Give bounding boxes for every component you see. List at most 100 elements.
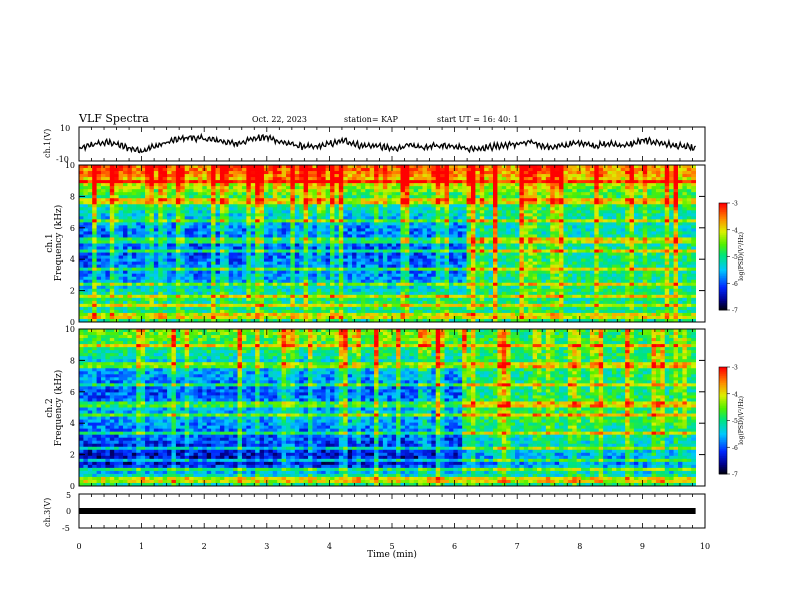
spectrogram-cell bbox=[255, 231, 260, 235]
spectrogram-cell bbox=[202, 243, 208, 247]
spectrogram-cell bbox=[321, 219, 327, 223]
spectrogram-cell bbox=[105, 198, 111, 202]
spectrogram-cell bbox=[153, 186, 159, 190]
spectrogram-cell bbox=[96, 177, 102, 181]
spectrogram-cell bbox=[228, 279, 234, 284]
spectrogram-cell bbox=[277, 255, 282, 259]
spectrogram-cell bbox=[180, 216, 186, 220]
spectrogram-cell bbox=[255, 264, 260, 269]
spectrogram-cell bbox=[114, 288, 120, 293]
spectrogram-cell bbox=[431, 252, 437, 256]
spectrogram-cell bbox=[352, 198, 357, 202]
spectrogram-cell bbox=[140, 303, 146, 308]
spectrogram-cell bbox=[219, 309, 225, 314]
spectrogram-cell bbox=[360, 186, 366, 190]
spectrogram-cell bbox=[184, 204, 190, 208]
spectrogram-cell bbox=[263, 219, 269, 223]
spectrogram-cell bbox=[237, 243, 243, 247]
spectrogram-cell bbox=[255, 180, 260, 184]
spectrogram-cell bbox=[382, 318, 388, 323]
spectrogram-cell bbox=[215, 228, 221, 232]
spectrogram-cell bbox=[330, 207, 335, 211]
spectrogram-cell bbox=[246, 279, 252, 284]
spectrogram-cell bbox=[149, 171, 155, 175]
spectrogram-cell bbox=[391, 291, 397, 296]
spectrogram-cell bbox=[127, 270, 133, 275]
spectrogram-cell bbox=[233, 219, 238, 223]
spectrogram-cell bbox=[197, 228, 203, 232]
spectrogram-cell bbox=[202, 285, 208, 290]
spectrogram-cell bbox=[131, 315, 137, 320]
spectrogram-cell bbox=[409, 213, 415, 217]
spectrogram-cell bbox=[145, 264, 150, 269]
spectrogram-cell bbox=[330, 189, 335, 193]
spectrogram-cell bbox=[175, 279, 181, 284]
spectrogram-cell bbox=[409, 204, 415, 208]
spectrogram-cell bbox=[189, 291, 194, 296]
spectrogram-cell bbox=[453, 210, 459, 214]
spectrogram-cell bbox=[211, 240, 216, 244]
spectrogram-cell bbox=[105, 303, 111, 308]
spectrogram-cell bbox=[96, 318, 102, 323]
spectrogram-cell bbox=[360, 207, 366, 211]
spectrogram-cell bbox=[162, 165, 168, 169]
spectrogram-cell bbox=[281, 192, 287, 196]
spectrogram-cell bbox=[101, 174, 106, 178]
spectrogram-cell bbox=[334, 231, 340, 235]
spectrogram-cell bbox=[197, 168, 203, 172]
spectrogram-cell bbox=[457, 219, 463, 223]
spectrogram-cell bbox=[290, 240, 296, 244]
spectrogram-cell bbox=[131, 180, 137, 184]
spectrogram-cell bbox=[286, 267, 291, 272]
spectrogram-cell bbox=[211, 210, 216, 214]
spectrogram-cell bbox=[448, 309, 454, 314]
spectrogram-cell bbox=[219, 237, 225, 241]
spectrogram-cell bbox=[374, 288, 379, 293]
spectrogram-cell bbox=[281, 219, 287, 223]
spectrogram-cell bbox=[237, 279, 243, 284]
spectrogram-cell bbox=[475, 264, 481, 269]
spectrogram-cell bbox=[409, 183, 415, 187]
spectrogram-cell bbox=[219, 279, 225, 284]
spectrogram-cell bbox=[237, 264, 243, 269]
spectrogram-cell bbox=[440, 198, 445, 202]
spectrogram-cell bbox=[180, 249, 186, 253]
spectrogram-cell bbox=[462, 282, 467, 287]
spectrogram-cell bbox=[343, 180, 349, 184]
spectrogram-cell bbox=[391, 312, 397, 317]
spectrogram-cell bbox=[338, 201, 344, 205]
spectrogram-cell bbox=[308, 171, 313, 175]
spectrogram-cell bbox=[409, 225, 415, 229]
spectrogram-cell bbox=[303, 309, 309, 314]
spectrogram-cell bbox=[448, 246, 454, 250]
spectrogram-cell bbox=[246, 207, 252, 211]
spectrogram-cell bbox=[162, 300, 168, 305]
spectrogram-cell bbox=[316, 285, 322, 290]
spectrogram-cell bbox=[281, 303, 287, 308]
spectrogram-cell bbox=[211, 234, 216, 238]
spectrogram-cell bbox=[149, 216, 155, 220]
spectrogram-cell bbox=[479, 216, 485, 220]
spectrogram-cell bbox=[448, 261, 454, 266]
spectrogram-cell bbox=[167, 297, 172, 302]
spectrogram-cell bbox=[197, 255, 203, 259]
spectrogram-cell bbox=[87, 279, 93, 284]
spectrogram-cell bbox=[277, 204, 282, 208]
spectrogram-cell bbox=[312, 252, 318, 256]
spectrogram-cell bbox=[400, 255, 406, 259]
spectrogram-cell bbox=[277, 213, 282, 217]
spectrogram-cell bbox=[162, 228, 168, 232]
spectrogram-cell bbox=[435, 216, 441, 220]
spectrogram-cell bbox=[268, 285, 274, 290]
spectrogram-cell bbox=[123, 261, 128, 266]
spectrogram-cell bbox=[325, 216, 331, 220]
spectrogram-cell bbox=[153, 276, 159, 281]
spectrogram-cell bbox=[228, 234, 234, 238]
spectrogram-cell bbox=[400, 213, 406, 217]
spectrogram-cell bbox=[136, 300, 142, 305]
spectrogram-cell bbox=[87, 237, 93, 241]
spectrogram-cell bbox=[466, 270, 472, 275]
spectrogram-cell bbox=[321, 195, 327, 199]
spectrogram-cell bbox=[153, 192, 159, 196]
spectrogram-cell bbox=[365, 249, 371, 253]
